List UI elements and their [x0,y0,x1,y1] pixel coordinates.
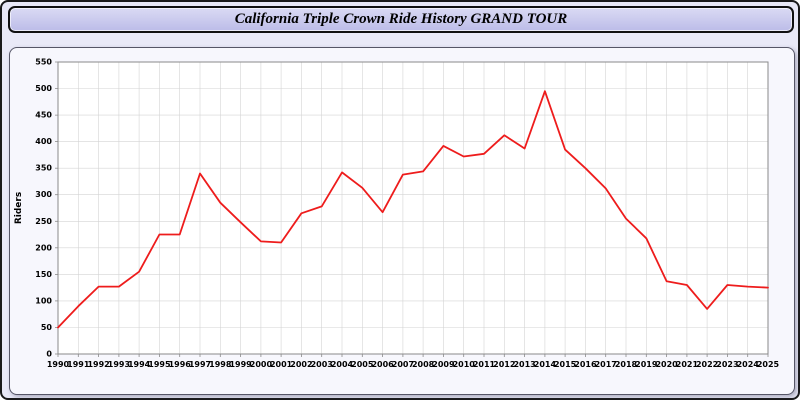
svg-text:1998: 1998 [209,360,232,369]
svg-text:2000: 2000 [250,360,273,369]
svg-text:2025: 2025 [757,360,780,369]
svg-text:2022: 2022 [696,360,718,369]
svg-text:1995: 1995 [148,360,171,369]
svg-text:2015: 2015 [554,360,577,369]
chart-title: California Triple Crown Ride History GRA… [234,11,568,27]
svg-text:1993: 1993 [108,360,130,369]
svg-text:1997: 1997 [189,360,211,369]
chart-title-bar: California Triple Crown Ride History GRA… [8,6,794,33]
svg-text:2014: 2014 [534,360,557,369]
svg-text:1996: 1996 [169,360,192,369]
svg-text:2010: 2010 [453,360,476,369]
svg-text:2007: 2007 [392,360,414,369]
svg-text:550: 550 [35,58,52,67]
svg-text:2012: 2012 [493,360,515,369]
svg-text:2016: 2016 [574,360,597,369]
svg-text:2023: 2023 [716,360,738,369]
chart-panel: 1990 1991 1992 1993 1994 1995 1996 1997 1998 1999… [9,47,795,395]
riders-line-chart: 1990199119921993199419951996199719981999… [14,58,780,370]
svg-text:400: 400 [35,137,52,146]
svg-text:2020: 2020 [655,360,678,369]
svg-text:2021: 2021 [676,360,699,369]
svg-text:2001: 2001 [270,360,293,369]
svg-text:2017: 2017 [595,360,617,369]
svg-text:0: 0 [46,350,52,359]
svg-text:1991: 1991 [67,360,90,369]
svg-text:450: 450 [35,111,52,120]
svg-text:100: 100 [35,296,52,305]
svg-text:2013: 2013 [513,360,535,369]
svg-text:2018: 2018 [615,360,638,369]
svg-text:250: 250 [35,217,52,226]
svg-text:2006: 2006 [371,360,394,369]
svg-text:2024: 2024 [737,360,760,369]
svg-text:300: 300 [35,190,52,199]
svg-text:350: 350 [35,164,52,173]
svg-text:2002: 2002 [290,360,312,369]
svg-text:1994: 1994 [128,360,151,369]
svg-text:200: 200 [35,243,52,252]
svg-text:1990: 1990 [47,360,70,369]
svg-text:2004: 2004 [331,360,354,369]
svg-text:Riders: Riders [14,192,24,224]
svg-text:2008: 2008 [412,360,435,369]
svg-text:1999: 1999 [229,360,252,369]
svg-text:2005: 2005 [351,360,374,369]
svg-text:2003: 2003 [311,360,333,369]
svg-text:2009: 2009 [432,360,455,369]
svg-text:50: 50 [41,323,53,332]
svg-text:150: 150 [35,270,52,279]
svg-text:2019: 2019 [635,360,658,369]
svg-text:1992: 1992 [87,360,109,369]
svg-text:2011: 2011 [473,360,496,369]
svg-text:500: 500 [35,84,52,93]
